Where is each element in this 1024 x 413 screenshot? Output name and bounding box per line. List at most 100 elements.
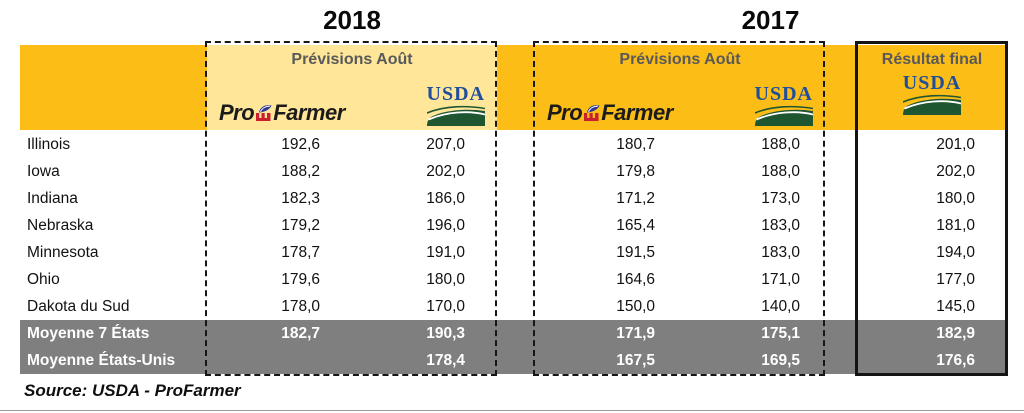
spacer [810,158,858,185]
value-usda-2017: 188,0 [761,136,800,153]
value-usda-2017: 188,0 [761,163,800,180]
state-cell: Illinois [27,136,71,153]
state-cell: Minnesota [27,244,99,261]
value-resultat-final: 176,6 [936,352,975,369]
previsions-aout-label-2018: Prévisions Août [291,51,413,68]
state-cell: Moyenne États-Unis [27,352,176,369]
table-row: Moyenne États-Unis 178,4 167,5 169,5 176,6 [20,347,1006,374]
spacer [475,212,535,239]
spacer [810,131,858,158]
profarmer-pro-text: Pro [547,100,583,125]
state-cell: Dakota du Sud [27,298,130,315]
spacer [475,293,535,320]
header-band [20,45,1006,130]
value-profarmer-2017: 167,5 [616,352,655,369]
spacer [810,266,858,293]
value-profarmer-2018: 179,6 [281,271,320,288]
profarmer-pro-text: Pro [219,100,255,125]
value-profarmer-2017: 164,6 [616,271,655,288]
usda-swoosh-icon [754,105,813,126]
value-usda-2018: 190,3 [426,325,465,342]
resultat-final-label: Résultat final [881,51,983,68]
value-usda-2018: 202,0 [426,163,465,180]
value-profarmer-2018: 182,7 [281,325,320,342]
spacer [810,320,858,347]
bottom-divider [0,410,1024,411]
value-usda-2017: 140,0 [761,298,800,315]
value-usda-2018: 180,0 [426,271,465,288]
spacer [475,347,535,374]
value-profarmer-2017: 171,2 [616,190,655,207]
spacer [475,131,535,158]
value-resultat-final: 182,9 [936,325,975,342]
profarmer-farmer-text: Farmer [601,100,673,125]
state-cell: Moyenne 7 États [27,325,150,342]
value-usda-2018: 191,0 [426,244,465,261]
value-profarmer-2017: 171,9 [616,325,655,342]
table-row: Ohio 179,6 180,0 164,6 171,0 177,0 [20,266,1006,293]
spacer [475,266,535,293]
value-usda-2018: 178,4 [426,352,465,369]
table-row: Nebraska 179,2 196,0 165,4 183,0 181,0 [20,212,1006,239]
value-resultat-final: 181,0 [936,217,975,234]
usda-logo: USDA [755,84,813,126]
table-row: Indiana 182,3 186,0 171,2 173,0 180,0 [20,185,1006,212]
spacer [475,239,535,266]
value-usda-2018: 196,0 [426,217,465,234]
spacer [475,158,535,185]
value-usda-2017: 183,0 [761,244,800,261]
table-rows: Illinois 192,6 207,0 180,7 188,0 201,0 Iowa 188… [20,131,1006,374]
value-resultat-final: 201,0 [936,136,975,153]
profarmer-emblem-icon [584,105,600,121]
value-profarmer-2018: 179,2 [281,217,320,234]
value-usda-2017: 175,1 [761,325,800,342]
spacer [810,239,858,266]
spacer [810,212,858,239]
value-usda-2017: 171,0 [761,271,800,288]
value-profarmer-2017: 180,7 [616,136,655,153]
usda-logo: USDA [427,84,485,126]
table-row: Iowa 188,2 202,0 179,8 188,0 202,0 [20,158,1006,185]
state-cell: Ohio [27,271,60,288]
table-row: Illinois 192,6 207,0 180,7 188,0 201,0 [20,131,1006,158]
value-usda-2017: 173,0 [761,190,800,207]
value-resultat-final: 145,0 [936,298,975,315]
profarmer-farmer-text: Farmer [273,100,345,125]
spacer [475,320,535,347]
table-row: Moyenne 7 États 182,7 190,3 171,9 175,1 182,9 [20,320,1006,347]
spacer [475,185,535,212]
value-usda-2018: 186,0 [426,190,465,207]
table-row: Minnesota 178,7 191,0 191,5 183,0 194,0 [20,239,1006,266]
header-group-2018: Prévisions Août Pro Farmer USDA [207,45,497,130]
state-cell: Nebraska [27,217,94,234]
spacer [810,293,858,320]
value-profarmer-2017: 165,4 [616,217,655,234]
value-usda-2017: 169,5 [761,352,800,369]
value-resultat-final: 202,0 [936,163,975,180]
header-group-2017: Prévisions Août Pro Farmer USDA [535,45,825,130]
value-usda-2018: 170,0 [426,298,465,315]
source-caption: Source: USDA - ProFarmer [24,381,241,400]
value-usda-2018: 207,0 [426,136,465,153]
value-resultat-final: 194,0 [936,244,975,261]
spacer [810,347,858,374]
year-title-2018: 2018 [323,5,381,35]
value-profarmer-2017: 179,8 [616,163,655,180]
profarmer-emblem-icon [256,105,272,121]
value-profarmer-2018: 178,7 [281,244,320,261]
profarmer-logo: Pro Farmer [547,100,673,126]
value-resultat-final: 177,0 [936,271,975,288]
profarmer-logo: Pro Farmer [219,100,345,126]
previsions-aout-label-2017: Prévisions Août [619,51,741,68]
header-group-resultat-final: Résultat final USDA [858,45,1006,130]
usda-swoosh-icon [902,94,961,115]
usda-logo: USDA [903,73,961,115]
value-profarmer-2018: 188,2 [281,163,320,180]
value-profarmer-2017: 191,5 [616,244,655,261]
logo-row-2017: Pro Farmer USDA [535,69,825,130]
state-cell: Iowa [27,163,60,180]
logo-row-2018: Pro Farmer USDA [207,69,497,130]
usda-wordmark: USDA [754,83,813,105]
value-usda-2017: 183,0 [761,217,800,234]
